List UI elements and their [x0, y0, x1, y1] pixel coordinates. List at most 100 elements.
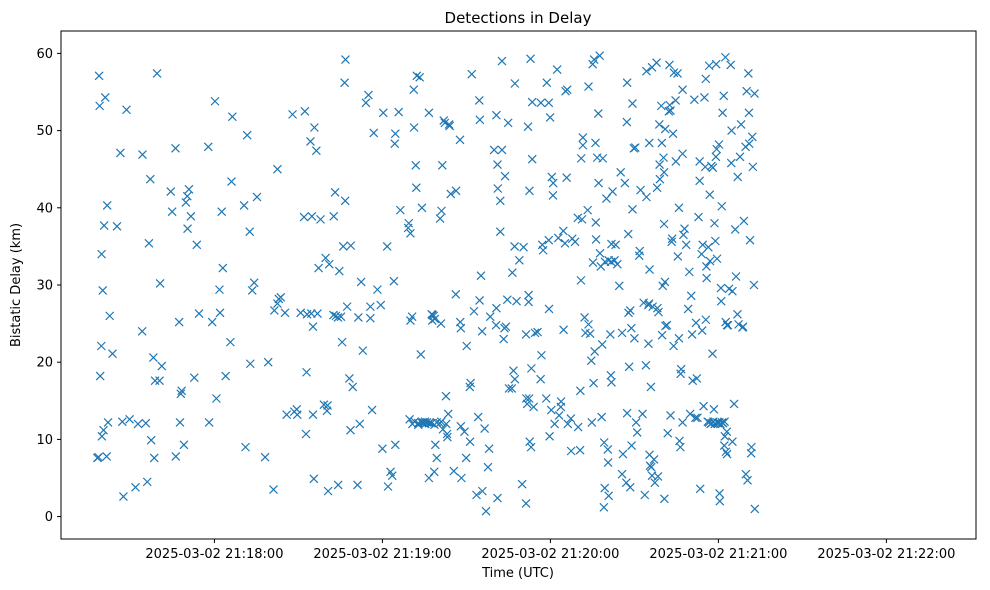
data-point: [405, 414, 415, 424]
data-point: [521, 499, 531, 508]
data-point: [182, 191, 192, 201]
data-point: [526, 363, 536, 373]
data-point: [103, 417, 113, 427]
data-point: [617, 328, 627, 338]
data-point: [141, 418, 151, 428]
data-point: [435, 214, 445, 224]
data-point: [475, 115, 485, 125]
data-point: [691, 413, 700, 423]
y-tick-label: 50: [36, 124, 53, 139]
data-point: [495, 227, 505, 237]
data-point: [625, 482, 635, 492]
data-point: [544, 235, 554, 245]
data-point: [594, 178, 604, 188]
data-point: [623, 229, 633, 239]
data-point: [241, 442, 250, 452]
data-point: [437, 160, 447, 170]
data-point: [701, 74, 711, 84]
data-point: [631, 417, 641, 427]
data-point: [749, 280, 759, 290]
data-point: [510, 374, 520, 384]
data-point: [344, 373, 354, 383]
data-point: [390, 440, 400, 450]
data-point: [585, 329, 595, 339]
data-point: [102, 451, 112, 461]
data-point: [149, 453, 159, 463]
data-point: [600, 483, 610, 493]
data-point: [282, 410, 292, 420]
data-point: [597, 412, 607, 422]
data-point: [598, 153, 608, 163]
data-point: [710, 218, 719, 228]
x-axis-ticks: 2025-03-02 21:18:00 2025-03-02 21:19:00 20…: [145, 539, 955, 562]
data-point: [425, 417, 435, 427]
data-point: [527, 97, 537, 107]
data-point: [678, 149, 687, 159]
data-point: [589, 378, 598, 388]
data-point: [491, 110, 501, 120]
data-point: [395, 205, 405, 215]
data-point: [537, 350, 546, 360]
data-point: [436, 417, 446, 427]
data-point: [731, 272, 741, 281]
data-point: [659, 153, 668, 163]
data-point: [744, 139, 754, 149]
data-point: [493, 493, 502, 503]
data-point: [239, 201, 249, 210]
data-point: [491, 320, 501, 330]
data-point: [570, 237, 580, 247]
data-point: [469, 306, 479, 316]
data-point: [541, 394, 551, 403]
data-point: [722, 427, 732, 437]
data-point: [378, 108, 388, 118]
data-point: [575, 445, 585, 455]
data-point: [646, 462, 656, 472]
data-point: [626, 323, 636, 333]
data-point: [514, 255, 524, 265]
data-point: [618, 449, 628, 459]
data-point: [500, 171, 510, 181]
x-tick-label: 2025-03-02 21:19:00: [313, 547, 451, 562]
data-point: [727, 126, 736, 136]
data-point: [217, 207, 227, 217]
data-point: [750, 89, 759, 98]
data-point: [606, 370, 616, 380]
data-point: [157, 361, 167, 371]
data-point: [308, 322, 318, 332]
data-point: [409, 85, 419, 95]
data-point: [247, 285, 257, 295]
data-point: [299, 212, 309, 222]
data-point: [578, 133, 588, 142]
data-point: [617, 469, 627, 479]
data-point: [704, 61, 714, 71]
data-point: [484, 444, 494, 454]
data-point: [390, 139, 400, 149]
data-point: [591, 138, 600, 148]
data-point: [356, 277, 366, 287]
data-point: [507, 384, 517, 393]
data-point: [144, 238, 154, 248]
data-point: [710, 236, 720, 246]
data-point: [597, 340, 607, 349]
data-point: [437, 206, 446, 216]
data-point: [365, 302, 375, 312]
data-point: [324, 259, 334, 269]
data-point: [733, 172, 743, 182]
data-point: [589, 55, 599, 64]
data-point: [260, 452, 270, 462]
data-point: [353, 313, 363, 322]
data-point: [524, 290, 534, 300]
data-point: [501, 322, 511, 332]
data-point: [663, 428, 673, 438]
data-point: [640, 490, 650, 500]
data-point: [97, 249, 107, 259]
data-point: [744, 108, 754, 118]
data-point: [442, 429, 452, 439]
data-point: [430, 314, 440, 324]
data-point: [659, 219, 669, 229]
data-point: [436, 319, 446, 329]
data-point: [711, 59, 721, 69]
y-axis-ticks: 0 10 20 30 40 50 60: [36, 47, 61, 525]
data-point: [455, 135, 465, 145]
